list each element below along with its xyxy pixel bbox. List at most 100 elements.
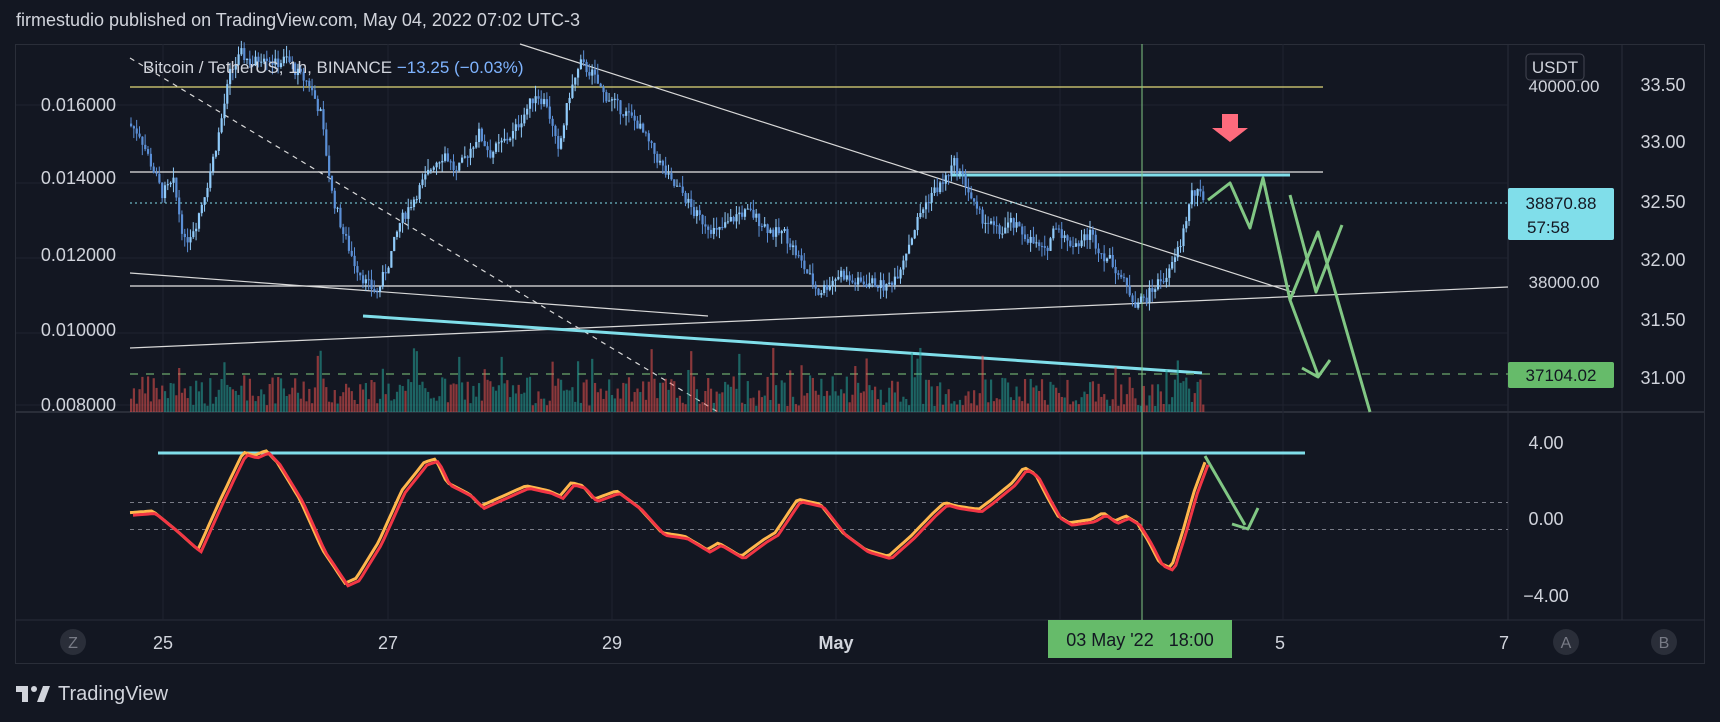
candle-body [630, 112, 633, 116]
volume-bar [460, 382, 464, 412]
a-button[interactable] [1553, 629, 1579, 655]
candle-body [670, 173, 673, 180]
candle-body [890, 282, 894, 285]
candle-body [384, 272, 387, 274]
candle-body [353, 255, 356, 267]
volume-bar [608, 379, 611, 412]
volume-bar [859, 392, 863, 412]
candle-body [1182, 228, 1185, 247]
z-button[interactable] [60, 629, 86, 655]
green-zigzag-arrow-1[interactable] [1207, 176, 1372, 413]
volume-bar [200, 382, 203, 412]
volume-bar [274, 403, 277, 412]
volume-bar [961, 405, 964, 412]
volume-bar [944, 394, 947, 412]
candle-body [180, 214, 184, 234]
candle-body [743, 209, 747, 217]
volume-bar [806, 393, 809, 412]
time-axis[interactable]: 25 27 29 May 5 7 [153, 633, 1509, 653]
candle-body [789, 243, 792, 248]
volume-bar [735, 388, 738, 412]
oscillator-scale[interactable]: 4.00 0.00 −4.00 [1523, 433, 1569, 606]
candle-body [794, 245, 798, 256]
volume-bar [316, 355, 319, 412]
candle-body [452, 161, 455, 171]
candle-body [876, 286, 880, 289]
volume-bar [1190, 401, 1194, 412]
green-zigzag-arrow-2[interactable] [1288, 194, 1344, 294]
descending-trendline[interactable] [519, 43, 1296, 294]
green-zigzag-arrow-3[interactable] [1288, 299, 1320, 376]
candle-body [1023, 234, 1027, 240]
volume-bar [675, 397, 679, 412]
volume-bar [741, 402, 744, 412]
candle-body [1046, 247, 1049, 251]
candle-body [279, 63, 283, 68]
candle-body [859, 277, 863, 282]
volume-bar [678, 395, 682, 412]
volume-bar [709, 388, 713, 412]
candle-body [1188, 204, 1191, 222]
volume-bar [534, 403, 537, 412]
left-price-scale[interactable]: 0.016000 0.014000 0.012000 0.010000 0.008000 [41, 95, 116, 415]
candle-body [1117, 273, 1120, 275]
left-trendline[interactable] [129, 272, 709, 317]
candle-body [579, 59, 583, 70]
volume-bar [356, 403, 359, 412]
volume-bar [910, 352, 913, 412]
candle-body [240, 48, 243, 55]
candle-body [220, 118, 223, 133]
secondary-scale[interactable]: 33.50 33.00 32.50 32.00 31.50 31.00 [1640, 75, 1685, 388]
volume-bar [178, 367, 181, 412]
volume-bar [602, 398, 605, 412]
candle-body [675, 185, 679, 187]
current-price-tag[interactable] [1508, 188, 1614, 240]
volume-bar [1145, 405, 1148, 412]
volume-bar [302, 381, 305, 412]
b-button[interactable] [1651, 629, 1677, 655]
candle-body [163, 185, 167, 199]
candle-body [636, 120, 639, 129]
candle-body [192, 231, 195, 238]
currency-badge[interactable] [1525, 53, 1585, 81]
support-price-tag[interactable] [1508, 362, 1614, 388]
candle-body [1091, 229, 1095, 235]
candles[interactable] [130, 40, 1205, 311]
cyan-support-trendline[interactable] [362, 314, 1203, 375]
footer[interactable]: TradingView [16, 682, 168, 706]
ascending-trendline[interactable] [129, 286, 1509, 349]
volume-bar [560, 379, 563, 412]
volume-bar [890, 380, 894, 412]
volume-bar [305, 401, 308, 412]
volume-bar [817, 394, 820, 412]
green-osc-arrow[interactable] [1203, 455, 1247, 526]
candle-body [1139, 296, 1143, 303]
red-down-arrow[interactable] [1212, 114, 1248, 142]
volume-bar [964, 395, 967, 412]
volume-bar [622, 382, 625, 412]
candle-body [1134, 302, 1137, 308]
volume-bar [837, 395, 840, 412]
candle-body [596, 74, 599, 84]
volume-bar [585, 379, 588, 412]
volume-bar [684, 404, 687, 412]
volume-bar [206, 405, 209, 412]
candle-body [987, 222, 990, 224]
volume-bar [223, 362, 226, 412]
candle-body [681, 186, 684, 193]
oscillator[interactable] [129, 449, 1210, 588]
volume-bar [1114, 367, 1117, 412]
volume-bar [511, 385, 515, 412]
volume-bar [760, 397, 764, 412]
volume-bar [862, 391, 865, 412]
chart-legend[interactable]: Bitcoin / TetherUS, 1h, BINANCE −13.25 (… [143, 58, 524, 78]
price-scale[interactable]: 40000.00 38000.00 [1529, 77, 1600, 292]
dashed-trendline[interactable] [129, 57, 719, 413]
volume-bar [896, 381, 899, 412]
drawings[interactable] [129, 43, 1509, 620]
volume-bar [325, 387, 328, 412]
projection-arrows[interactable] [1203, 176, 1372, 531]
volume-bar [619, 398, 622, 412]
volume-bar [455, 384, 458, 412]
